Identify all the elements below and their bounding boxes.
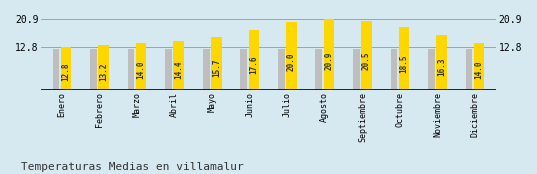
Bar: [278, 49, 285, 90]
Text: 14.0: 14.0: [475, 61, 484, 80]
Bar: [90, 49, 97, 90]
Bar: [315, 49, 322, 90]
Bar: [53, 49, 59, 90]
Bar: [203, 49, 209, 90]
Text: 20.0: 20.0: [287, 52, 296, 71]
Bar: [437, 35, 447, 90]
Text: Temperaturas Medias en villamalur: Temperaturas Medias en villamalur: [21, 162, 244, 172]
Bar: [241, 49, 247, 90]
Bar: [286, 22, 296, 90]
Bar: [466, 49, 473, 90]
Text: 20.9: 20.9: [324, 51, 333, 70]
Bar: [61, 47, 71, 90]
Text: 14.4: 14.4: [174, 60, 183, 79]
Bar: [211, 37, 222, 90]
Bar: [361, 21, 372, 90]
Bar: [428, 49, 435, 90]
Text: 14.0: 14.0: [137, 61, 146, 80]
Text: 20.5: 20.5: [362, 52, 371, 70]
Bar: [128, 49, 134, 90]
Bar: [136, 43, 147, 90]
Bar: [353, 49, 360, 90]
Bar: [324, 19, 334, 90]
Bar: [98, 45, 109, 90]
Text: 16.3: 16.3: [437, 58, 446, 76]
Bar: [173, 41, 184, 90]
Bar: [399, 27, 409, 90]
Text: 15.7: 15.7: [212, 59, 221, 77]
Bar: [165, 49, 172, 90]
Text: 17.6: 17.6: [249, 56, 258, 74]
Bar: [390, 49, 397, 90]
Text: 13.2: 13.2: [99, 62, 108, 81]
Text: 12.8: 12.8: [62, 63, 70, 81]
Text: 18.5: 18.5: [400, 55, 409, 73]
Bar: [474, 43, 484, 90]
Bar: [249, 30, 259, 90]
